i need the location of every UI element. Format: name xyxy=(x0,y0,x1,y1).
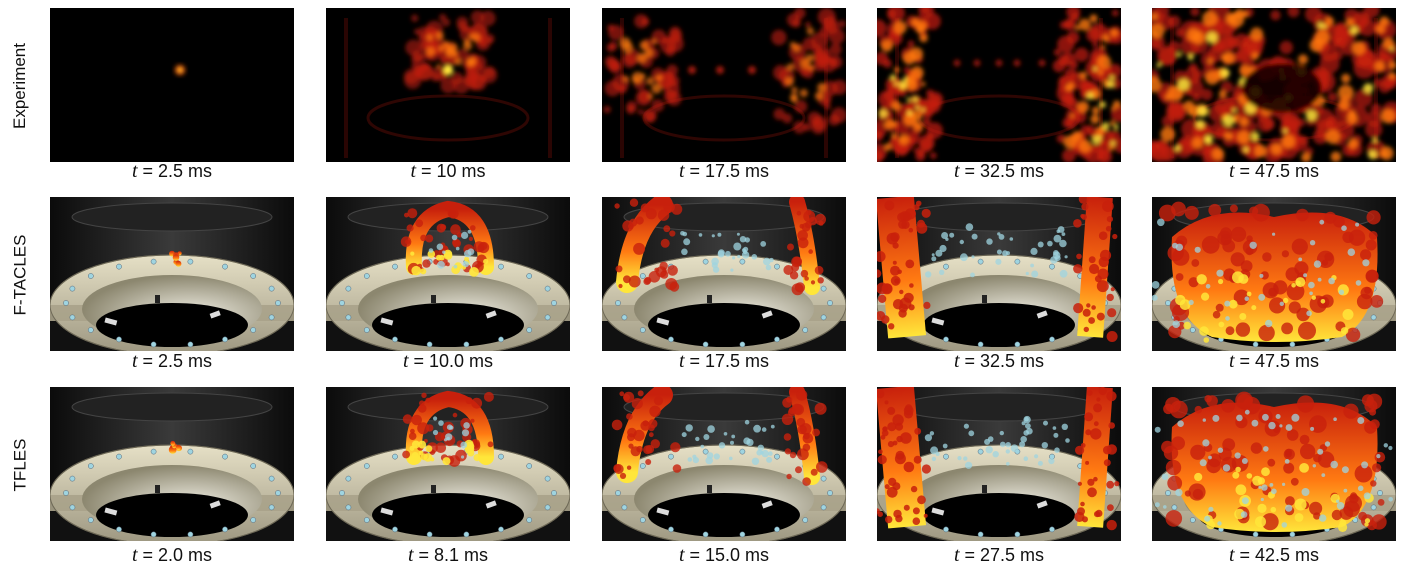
time-value: = 32.5 ms xyxy=(959,351,1045,371)
time-value: = 47.5 ms xyxy=(1234,161,1320,181)
time-symbol: t xyxy=(678,160,685,182)
time-symbol: t xyxy=(678,350,685,372)
f-tacles-image-1 xyxy=(50,197,294,351)
time-symbol: t xyxy=(402,350,409,372)
time-symbol: t xyxy=(407,544,414,566)
tfles-time-caption-4: t = 27.5 ms xyxy=(877,544,1121,567)
row-label-f-tacles: F-TACLES xyxy=(10,234,30,316)
time-value: = 10.0 ms xyxy=(408,351,494,371)
experiment-time-caption-1: t = 2.5 ms xyxy=(50,160,294,183)
f-tacles-time-caption-3: t = 17.5 ms xyxy=(602,350,846,373)
time-value: = 15.0 ms xyxy=(684,545,770,565)
tfles-image-3 xyxy=(602,387,846,541)
experiment-image-2 xyxy=(326,8,570,162)
f-tacles-time-caption-5: t = 47.5 ms xyxy=(1152,350,1396,373)
time-symbol: t xyxy=(1228,160,1235,182)
f-tacles-time-caption-2: t = 10.0 ms xyxy=(326,350,570,373)
time-value: = 27.5 ms xyxy=(959,545,1045,565)
time-symbol: t xyxy=(1228,350,1235,372)
experiment-image-1 xyxy=(50,8,294,162)
experiment-image-5 xyxy=(1152,8,1396,162)
experiment-time-caption-5: t = 47.5 ms xyxy=(1152,160,1396,183)
tfles-time-caption-5: t = 42.5 ms xyxy=(1152,544,1396,567)
tfles-time-caption-3: t = 15.0 ms xyxy=(602,544,846,567)
experiment-time-caption-3: t = 17.5 ms xyxy=(602,160,846,183)
f-tacles-image-2 xyxy=(326,197,570,351)
time-symbol: t xyxy=(953,160,960,182)
tfles-image-4 xyxy=(877,387,1121,541)
time-value: = 2.0 ms xyxy=(137,545,213,565)
experiment-time-caption-2: t = 10 ms xyxy=(326,160,570,183)
time-symbol: t xyxy=(678,544,685,566)
f-tacles-image-5 xyxy=(1152,197,1396,351)
f-tacles-time-caption-1: t = 2.5 ms xyxy=(50,350,294,373)
time-symbol: t xyxy=(131,160,138,182)
tfles-image-1 xyxy=(50,387,294,541)
time-symbol: t xyxy=(131,350,138,372)
time-value: = 10 ms xyxy=(416,161,486,181)
time-symbol: t xyxy=(953,544,960,566)
f-tacles-image-4 xyxy=(877,197,1121,351)
time-value: = 2.5 ms xyxy=(137,351,213,371)
experiment-time-caption-4: t = 32.5 ms xyxy=(877,160,1121,183)
time-symbol: t xyxy=(410,160,417,182)
tfles-time-caption-1: t = 2.0 ms xyxy=(50,544,294,567)
time-value: = 47.5 ms xyxy=(1234,351,1320,371)
time-value: = 8.1 ms xyxy=(413,545,489,565)
time-value: = 42.5 ms xyxy=(1234,545,1320,565)
tfles-time-caption-2: t = 8.1 ms xyxy=(326,544,570,567)
time-symbol: t xyxy=(1228,544,1235,566)
experiment-image-3 xyxy=(602,8,846,162)
f-tacles-image-3 xyxy=(602,197,846,351)
time-symbol: t xyxy=(953,350,960,372)
row-label-tfles: TFLES xyxy=(10,438,29,492)
row-label-experiment: Experiment xyxy=(10,43,30,129)
f-tacles-time-caption-4: t = 32.5 ms xyxy=(877,350,1121,373)
time-value: = 17.5 ms xyxy=(684,351,770,371)
time-value: = 2.5 ms xyxy=(137,161,213,181)
tfles-image-5 xyxy=(1152,387,1396,541)
time-value: = 17.5 ms xyxy=(684,161,770,181)
tfles-image-2 xyxy=(326,387,570,541)
experiment-image-4 xyxy=(877,8,1121,162)
time-value: = 32.5 ms xyxy=(959,161,1045,181)
time-symbol: t xyxy=(131,544,138,566)
